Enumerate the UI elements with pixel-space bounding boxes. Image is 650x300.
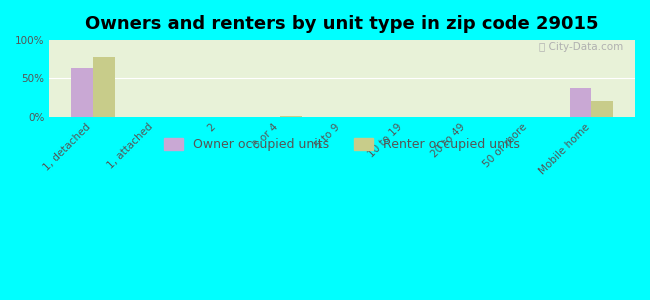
Title: Owners and renters by unit type in zip code 29015: Owners and renters by unit type in zip c…	[85, 15, 599, 33]
Text: ⓘ City-Data.com: ⓘ City-Data.com	[539, 42, 623, 52]
Legend: Owner occupied units, Renter occupied units: Owner occupied units, Renter occupied un…	[159, 133, 525, 156]
Bar	[71, 68, 93, 117]
Bar	[569, 88, 592, 117]
Bar	[93, 57, 115, 117]
Bar	[280, 116, 302, 117]
Bar	[592, 101, 613, 117]
